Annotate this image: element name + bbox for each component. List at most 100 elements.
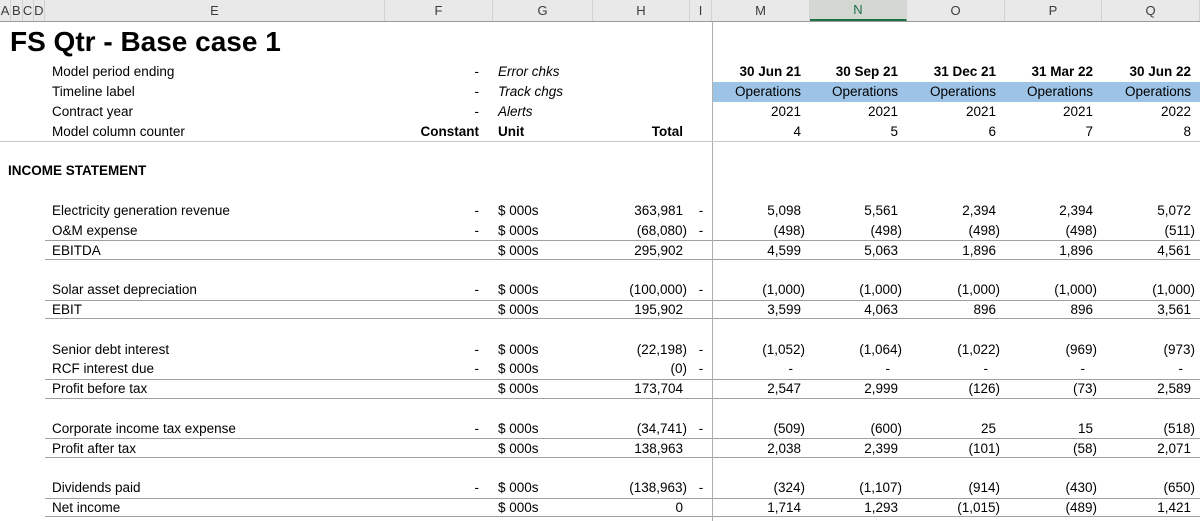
row-label[interactable]: Model period ending <box>52 64 175 80</box>
value-cell[interactable]: (498) <box>870 222 902 238</box>
flag-cell[interactable]: Constant <box>420 123 480 139</box>
flag-cell[interactable] <box>385 378 493 399</box>
value-cell[interactable]: 2,399 <box>810 438 907 458</box>
flag-cell[interactable]: - <box>474 64 480 80</box>
flag-cell[interactable] <box>385 240 493 260</box>
value-cell[interactable]: Operations <box>1005 81 1102 102</box>
row-gutter[interactable] <box>0 418 45 438</box>
value-cell[interactable]: (101) <box>907 438 1005 458</box>
value-cell[interactable]: (914) <box>968 480 1000 496</box>
row-gutter[interactable] <box>0 201 45 221</box>
row-label[interactable]: Corporate income tax expense <box>52 420 236 436</box>
check-cell[interactable]: - <box>698 420 704 436</box>
value-cell[interactable]: 30 Sep 21 <box>835 64 898 80</box>
row-label[interactable]: Profit after tax <box>45 438 385 458</box>
flag-cell[interactable]: - <box>474 361 480 377</box>
row-label[interactable]: Dividends paid <box>52 480 141 496</box>
flag-cell[interactable]: - <box>474 341 480 357</box>
check-cell[interactable]: - <box>698 222 704 238</box>
row-label[interactable]: RCF interest due <box>52 361 155 377</box>
unit-cell[interactable]: Track chgs <box>498 84 564 100</box>
row-gutter[interactable] <box>0 280 45 300</box>
total-cell[interactable]: 138,963 <box>593 438 690 458</box>
value-cell[interactable]: 4,063 <box>810 299 907 320</box>
unit-cell[interactable]: $ 000s <box>498 202 539 218</box>
total-cell[interactable]: (100,000) <box>629 282 687 298</box>
flag-cell[interactable]: - <box>474 420 480 436</box>
unit-cell[interactable]: Alerts <box>498 103 533 119</box>
value-cell[interactable]: (1,000) <box>1054 282 1097 298</box>
value-cell[interactable]: 5,098 <box>767 202 801 218</box>
title-cell[interactable]: FS Qtr - Base case 1 <box>0 22 1200 62</box>
row-gutter[interactable] <box>0 240 45 260</box>
row-label[interactable]: Net income <box>45 497 385 518</box>
value-cell[interactable]: 2,394 <box>1059 202 1093 218</box>
value-cell[interactable]: (73) <box>1005 378 1102 399</box>
value-cell[interactable]: (324) <box>773 480 805 496</box>
check-cell[interactable] <box>690 121 712 141</box>
value-cell[interactable]: (600) <box>870 420 902 436</box>
row-label[interactable]: EBITDA <box>45 240 385 260</box>
value-cell[interactable]: Operations <box>907 81 1005 102</box>
flag-cell[interactable]: - <box>474 103 480 119</box>
row-label[interactable]: Electricity generation revenue <box>52 202 230 218</box>
check-cell[interactable]: - <box>698 202 704 218</box>
value-cell[interactable]: (511) <box>1164 222 1195 238</box>
row-label[interactable]: Solar asset depreciation <box>52 282 197 298</box>
total-cell[interactable]: (34,741) <box>636 420 687 436</box>
value-cell[interactable]: (498) <box>773 222 805 238</box>
value-cell[interactable]: 5,072 <box>1157 202 1191 218</box>
value-cell[interactable]: 15 <box>1077 420 1093 436</box>
unit-cell[interactable]: $ 000s <box>498 420 539 436</box>
value-cell[interactable]: 2021 <box>770 103 801 119</box>
value-cell[interactable]: (1,000) <box>859 282 902 298</box>
column-header-C[interactable]: C <box>23 0 34 21</box>
check-cell[interactable] <box>690 82 712 102</box>
value-cell[interactable]: 2,038 <box>712 438 810 458</box>
unit-cell[interactable]: $ 000s <box>498 222 539 238</box>
unit-cell[interactable]: Unit <box>498 123 525 139</box>
value-cell[interactable]: (126) <box>907 378 1005 399</box>
value-cell[interactable]: 8 <box>1183 123 1191 139</box>
value-cell[interactable]: - <box>885 361 891 377</box>
flag-cell[interactable]: - <box>474 480 480 496</box>
column-header-F[interactable]: F <box>385 0 493 21</box>
row-gutter[interactable] <box>0 498 45 518</box>
value-cell[interactable]: (969) <box>1065 341 1097 357</box>
value-cell[interactable]: (1,107) <box>859 480 902 496</box>
column-header-P[interactable]: P <box>1005 0 1102 21</box>
row-gutter[interactable] <box>0 339 45 359</box>
value-cell[interactable]: 896 <box>907 299 1005 320</box>
value-cell[interactable]: 1,896 <box>907 240 1005 260</box>
value-cell[interactable]: - <box>1178 361 1184 377</box>
row-gutter[interactable] <box>0 438 45 458</box>
total-cell[interactable]: 363,981 <box>634 202 683 218</box>
row-gutter[interactable] <box>0 102 45 122</box>
flag-cell[interactable]: - <box>474 222 480 238</box>
column-header-O[interactable]: O <box>907 0 1005 21</box>
flag-cell[interactable] <box>385 438 493 458</box>
unit-cell[interactable]: $ 000s <box>498 480 539 496</box>
value-cell[interactable]: Operations <box>1102 81 1200 102</box>
value-cell[interactable]: - <box>1080 361 1086 377</box>
value-cell[interactable]: (1,052) <box>762 341 805 357</box>
unit-cell[interactable]: $ 000s <box>493 497 593 518</box>
check-cell[interactable] <box>690 62 712 82</box>
value-cell[interactable]: (650) <box>1163 480 1195 496</box>
check-cell[interactable] <box>690 438 712 458</box>
flag-cell[interactable]: - <box>474 202 480 218</box>
row-label[interactable]: Contract year <box>52 103 134 119</box>
column-header-E[interactable]: E <box>45 0 385 21</box>
column-header-G[interactable]: G <box>493 0 593 21</box>
value-cell[interactable]: (489) <box>1005 497 1102 518</box>
value-cell[interactable]: 5,561 <box>864 202 898 218</box>
check-cell[interactable] <box>690 497 712 518</box>
total-cell[interactable]: 0 <box>593 497 690 518</box>
total-cell[interactable]: 173,704 <box>593 378 690 399</box>
flag-cell[interactable]: - <box>474 282 480 298</box>
row-gutter[interactable] <box>0 379 45 399</box>
unit-cell[interactable]: $ 000s <box>493 240 593 260</box>
row-label[interactable]: Model column counter <box>52 123 185 139</box>
section-title[interactable]: INCOME STATEMENT <box>8 163 147 179</box>
value-cell[interactable]: (1,015) <box>907 497 1005 518</box>
